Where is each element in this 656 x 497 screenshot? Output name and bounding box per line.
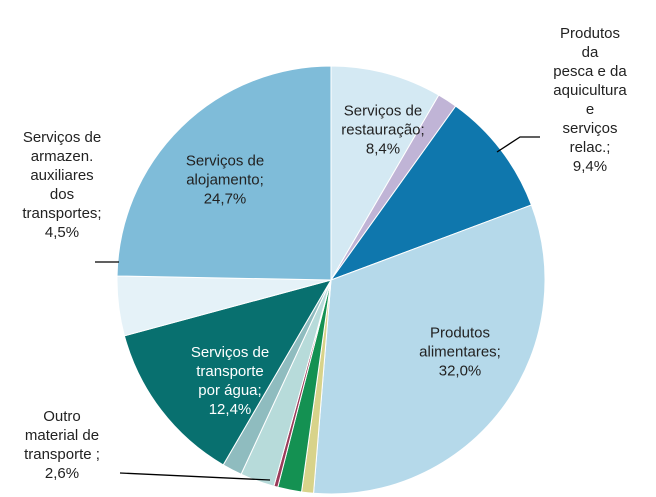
value-label: 2,6% (44, 465, 80, 482)
category-label: Outro material de transporte ; (24, 408, 100, 463)
slice-label: Serviços de restauração; 8,4% (341, 102, 424, 159)
category-label: Serviços de restauração; (341, 102, 425, 139)
value-label: 24,7% (203, 190, 247, 208)
pie-slice (123, 279, 333, 466)
value-label: 4,5% (44, 224, 80, 241)
value-label: 12,4% (208, 401, 252, 418)
slice-label: Serviços de transporte por água; 12,4% (191, 343, 269, 419)
leader-line (496, 136, 540, 153)
slice-label: Produtos alimentares; 32,0% (419, 324, 501, 381)
category-label: Serviços de alojamento; (185, 152, 265, 189)
category-label: Produtos alimentares; (419, 324, 501, 361)
category-label: Serviços de armazen. auxiliares dos tran… (22, 129, 102, 222)
pie-slice (313, 204, 546, 495)
pie-slice (116, 65, 332, 281)
slice-label: Serviços de alojamento; 24,7% (186, 152, 264, 209)
leader-line (119, 472, 271, 481)
value-label: 32,0% (438, 362, 482, 380)
slice-label: Serviços de armazen. auxiliares dos tran… (22, 128, 101, 242)
category-label: Produtos da pesca e da aquicultura e ser… (553, 25, 627, 156)
value-label: 8,4% (365, 140, 401, 158)
category-label: Serviços de transporte por água; (190, 344, 270, 399)
slice-label: Outro material de transporte ; 2,6% (24, 407, 100, 483)
slice-label: Produtos da pesca e da aquicultura e ser… (553, 24, 626, 176)
pie-slice (330, 65, 440, 282)
value-label: 9,4% (572, 158, 608, 175)
